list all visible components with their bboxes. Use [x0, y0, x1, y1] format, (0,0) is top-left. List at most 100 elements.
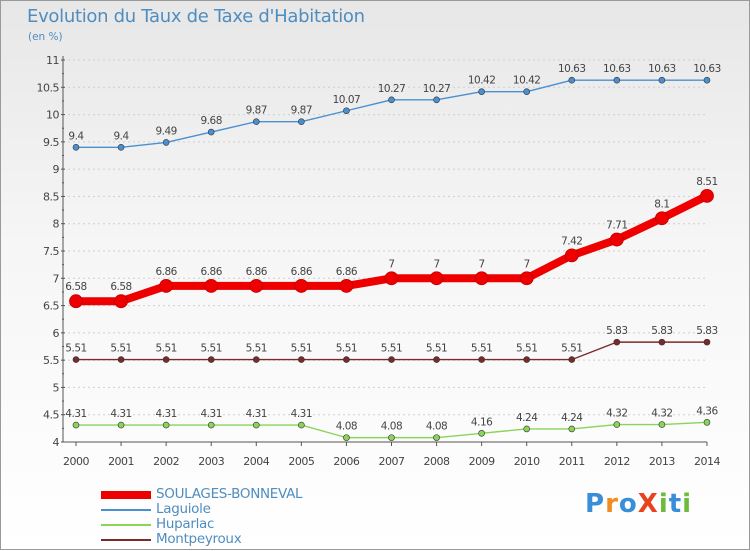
data-label: 10.27: [378, 83, 406, 95]
data-point: [117, 421, 125, 429]
data-point: [568, 76, 576, 84]
legend-swatch: [101, 539, 151, 541]
data-point: [298, 356, 305, 363]
data-point: [613, 338, 621, 346]
data-point: [162, 421, 170, 429]
x-tick-label: 2011: [559, 455, 585, 468]
data-point: [478, 429, 485, 437]
data-label: 9.4: [68, 130, 84, 142]
data-point: [388, 96, 395, 104]
data-point: [298, 118, 305, 125]
chart-unit-label: (en %): [28, 31, 63, 43]
data-point: [249, 279, 264, 293]
data-label: 7: [479, 258, 485, 270]
data-point: [159, 279, 174, 293]
data-label: 4.32: [651, 408, 672, 420]
data-point: [655, 211, 669, 226]
y-tick-label: 8.5: [43, 190, 59, 203]
data-point: [613, 421, 621, 428]
legend-swatch: [101, 491, 151, 499]
data-point: [564, 248, 579, 263]
data-point: [204, 279, 219, 293]
y-tick-label: 5.5: [43, 354, 59, 367]
x-tick-label: 2007: [378, 455, 404, 468]
data-label: 5.83: [651, 325, 672, 337]
data-point: [523, 425, 531, 433]
logo-letter: o: [618, 489, 638, 519]
x-tick-label: 2009: [469, 455, 495, 468]
data-point: [343, 356, 350, 363]
data-label: 6.58: [65, 281, 86, 293]
data-label: 5.51: [246, 343, 267, 355]
data-point: [388, 356, 395, 363]
data-label: 4.31: [201, 408, 222, 420]
data-label: 6.86: [155, 266, 177, 278]
x-tick-label: 2010: [514, 455, 540, 468]
y-tick-label: 4.5: [43, 409, 59, 422]
x-tick-label: 2013: [649, 455, 675, 468]
data-label: 4.31: [65, 408, 86, 420]
logo-letter: t: [668, 489, 683, 519]
data-point: [72, 421, 80, 429]
data-label: 4.08: [381, 421, 402, 433]
data-label: 5.51: [65, 343, 86, 355]
legend-label: Laguiole: [156, 501, 211, 517]
y-tick-label: 6: [53, 327, 60, 340]
data-label: 7.71: [606, 220, 627, 232]
data-point: [252, 421, 260, 429]
y-tick-label: 7.5: [43, 245, 59, 258]
x-tick-label: 2003: [198, 455, 224, 468]
y-tick-label: 7: [53, 272, 60, 285]
data-label: 9.87: [291, 105, 312, 117]
y-tick-label: 10: [46, 109, 59, 122]
data-point: [613, 76, 621, 84]
data-label: 4.08: [336, 421, 357, 433]
data-label: 9.87: [246, 105, 267, 117]
x-tick-label: 2008: [424, 455, 450, 468]
data-label: 10.27: [423, 83, 451, 95]
data-label: 5.51: [201, 343, 222, 355]
data-label: 4.32: [606, 408, 627, 420]
data-label: 7: [388, 258, 394, 270]
proxiti-logo: ProXiti: [585, 489, 692, 519]
data-label: 10.63: [693, 63, 721, 75]
data-point: [568, 425, 576, 433]
data-point: [700, 188, 714, 203]
data-point: [117, 144, 125, 151]
data-point: [69, 294, 83, 309]
data-label: 7.42: [561, 235, 582, 247]
data-point: [703, 419, 711, 426]
data-label: 5.51: [336, 343, 357, 355]
data-label: 7: [524, 258, 530, 270]
legend-label: SOULAGES-BONNEVAL: [156, 486, 303, 502]
y-tick-label: 8: [53, 218, 60, 231]
data-label: 4.31: [110, 408, 131, 420]
logo-letter: r: [605, 489, 619, 519]
data-label: 4.08: [426, 421, 447, 433]
data-label: 5.51: [291, 343, 312, 355]
data-point: [72, 356, 80, 363]
data-label: 6.86: [246, 266, 268, 278]
data-point: [433, 96, 440, 104]
logo-letter: i: [682, 489, 693, 519]
data-label: 9.49: [155, 125, 176, 137]
data-label: 4.36: [696, 405, 718, 417]
data-point: [252, 118, 260, 125]
data-point: [429, 271, 444, 286]
logo-letter: X: [637, 489, 659, 519]
y-tick-label: 9.5: [43, 136, 59, 149]
data-point: [568, 356, 576, 363]
data-point: [519, 271, 534, 286]
x-tick-label: 2002: [153, 455, 179, 468]
data-point: [703, 338, 711, 346]
x-tick-label: 2004: [243, 455, 269, 468]
data-label: 4.24: [561, 412, 583, 424]
data-label: 8.51: [696, 176, 717, 188]
legend-label: Huparlac: [156, 516, 215, 532]
data-point: [658, 421, 666, 428]
data-label: 4.31: [291, 408, 312, 420]
data-label: 10.63: [558, 63, 586, 75]
data-label: 4.31: [155, 408, 176, 420]
